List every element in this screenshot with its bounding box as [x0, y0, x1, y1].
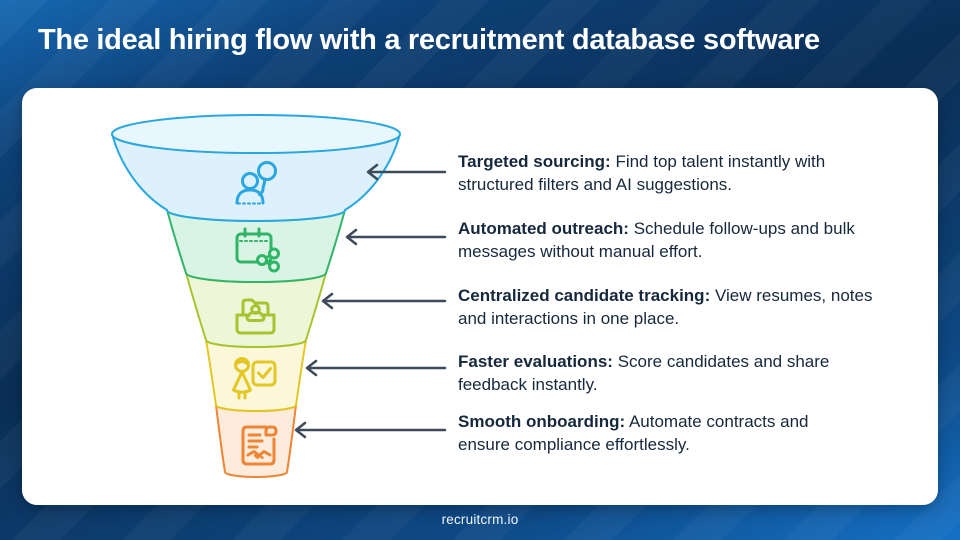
hiring-funnel-diagram — [111, 114, 401, 478]
stage-body: View resumes, notes and interactions in … — [458, 286, 873, 328]
contract-handshake-icon — [241, 425, 278, 466]
stage-heading: Targeted sourcing: — [458, 152, 611, 171]
stage-description-automated-outreach: Automated outreach: Schedule follow-ups … — [458, 217, 888, 263]
stage-heading: Automated outreach: — [458, 219, 629, 238]
stage-description-smooth-onboarding: Smooth onboarding: Automate contracts an… — [458, 410, 828, 456]
stage-heading: Smooth onboarding: — [458, 412, 626, 431]
candidate-folder-tray-icon — [235, 298, 276, 335]
content-card: Targeted sourcing: Find top talent insta… — [22, 88, 938, 505]
funnel-stage-faster-evaluations — [205, 339, 307, 412]
stage-body: Score candidates and share feedback inst… — [458, 352, 830, 394]
funnel-stage-centralized-tracking — [185, 272, 327, 348]
stage-description-centralized-tracking: Centralized candidate tracking: View res… — [458, 284, 888, 330]
stage-body: Automate contracts and ensure compliance… — [458, 412, 809, 454]
stage-body: Schedule follow-ups and bulk messages wi… — [458, 219, 855, 261]
candidate-checklist-icon — [232, 357, 277, 400]
stage-description-faster-evaluations: Faster evaluations: Score candidates and… — [458, 350, 888, 396]
stage-heading: Centralized candidate tracking: — [458, 286, 711, 305]
stage-body: Find top talent instantly with structure… — [458, 152, 826, 194]
stage-heading: Faster evaluations: — [458, 352, 613, 371]
funnel-rim — [111, 114, 401, 154]
page-title: The ideal hiring flow with a recruitment… — [38, 24, 820, 56]
person-search-icon — [235, 161, 277, 205]
footer-brand: recruitcrm.io — [441, 512, 519, 527]
stage-description-targeted-sourcing: Targeted sourcing: Find top talent insta… — [458, 150, 888, 196]
calendar-share-icon — [235, 227, 280, 273]
